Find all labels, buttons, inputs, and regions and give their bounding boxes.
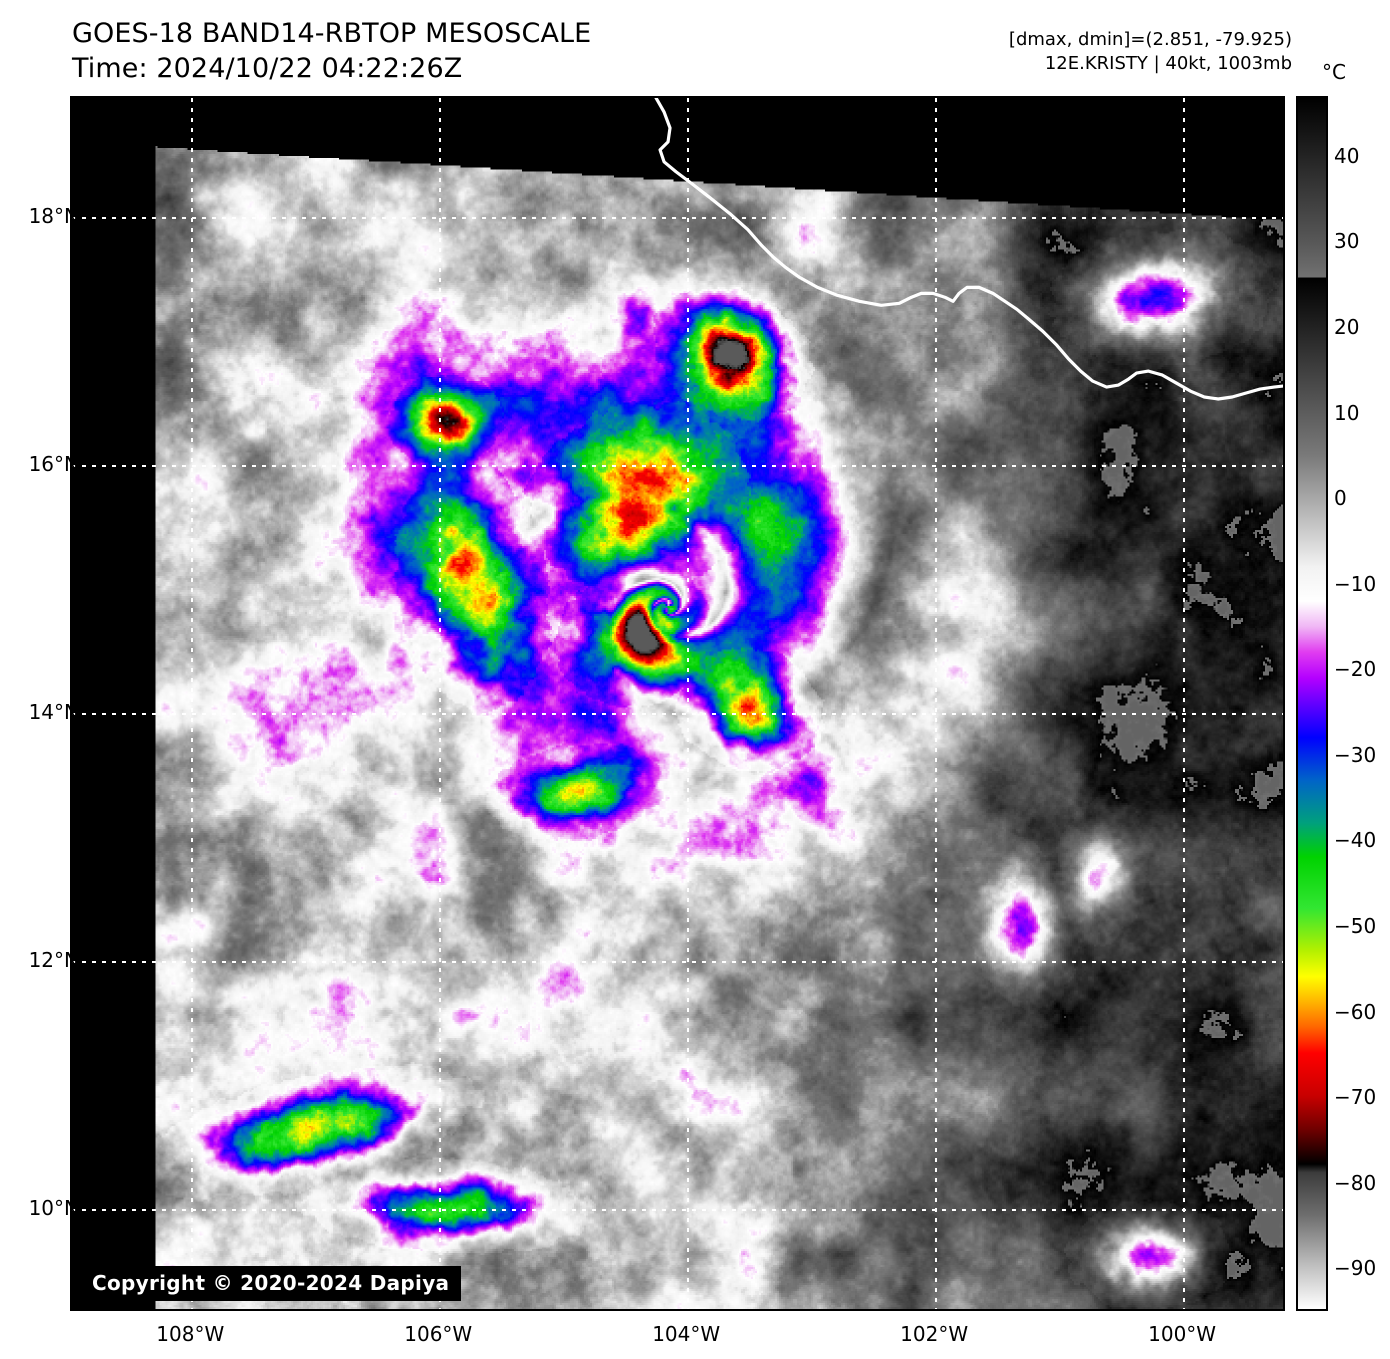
lat-tick-label: 16°N <box>28 452 79 477</box>
colorbar-tick-label: 20 <box>1334 315 1360 340</box>
colorbar-tick-label: 10 <box>1334 400 1360 425</box>
colorbar-tick-label: 40 <box>1334 143 1360 168</box>
lat-tick-label: 14°N <box>28 700 79 725</box>
colorbar-tick-label: −70 <box>1334 1085 1377 1110</box>
title-timestamp: Time: 2024/10/22 04:22:26Z <box>72 53 463 85</box>
colorbar-tick-label: −10 <box>1334 571 1377 596</box>
colorbar-tick-label: 0 <box>1334 486 1347 511</box>
colorbar-unit-label: °C <box>1322 60 1346 84</box>
colorbar-tick-label: −60 <box>1334 999 1377 1024</box>
infrared-brightness-temperature-raster <box>72 98 1283 1309</box>
lat-tick-label: 12°N <box>28 948 79 973</box>
colorbar-tick-label: −40 <box>1334 828 1377 853</box>
colorbar-tick-label: −50 <box>1334 913 1377 938</box>
title-product: GOES-18 BAND14-RBTOP MESOSCALE <box>72 18 592 49</box>
lon-tick-label: 104°W <box>652 1322 721 1346</box>
lat-tick-label: 18°N <box>28 204 79 229</box>
colorbar <box>1296 96 1328 1311</box>
colorbar-tick-label: −20 <box>1334 657 1377 682</box>
colorbar-tick-label: 30 <box>1334 229 1360 254</box>
coastline-overlay <box>654 98 1283 401</box>
lon-tick-label: 108°W <box>156 1322 225 1346</box>
lon-tick-label: 106°W <box>404 1322 473 1346</box>
lat-tick-label: 10°N <box>28 1196 79 1221</box>
copyright-watermark: Copyright © 2020-2024 Dapiya <box>80 1266 462 1301</box>
lon-tick-label: 102°W <box>900 1322 969 1346</box>
colorbar-gradient <box>1298 98 1326 1309</box>
metadata-block: [dmax, dmin]=(2.851, -79.925) 12E.KRISTY… <box>1009 28 1292 76</box>
page-title: GOES-18 BAND14-RBTOP MESOSCALE Time: 202… <box>72 16 591 86</box>
mexico-coastline-path <box>654 98 1283 401</box>
lon-tick-label: 100°W <box>1148 1322 1217 1346</box>
colorbar-tick-label: −30 <box>1334 742 1377 767</box>
satellite-image-plot: Copyright © 2020-2024 Dapiya <box>70 96 1285 1311</box>
colorbar-tick-label: −80 <box>1334 1170 1377 1195</box>
data-range-readout: [dmax, dmin]=(2.851, -79.925) <box>1008 29 1292 50</box>
storm-info-readout: 12E.KRISTY | 40kt, 1003mb <box>1044 53 1292 75</box>
colorbar-tick-label: −90 <box>1334 1256 1377 1281</box>
